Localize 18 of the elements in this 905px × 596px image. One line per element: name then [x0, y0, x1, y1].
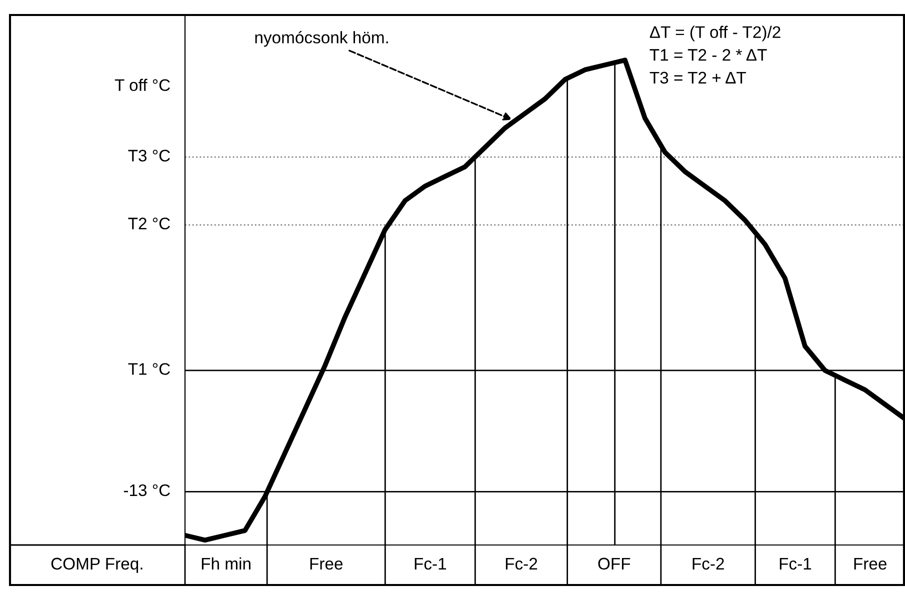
text: Fc-2	[692, 558, 724, 570]
annotation: T1 = T2 - 2 * ΔT	[650, 49, 767, 61]
text: Fc-1	[780, 558, 812, 570]
ref-line-label: T2 °C	[128, 218, 170, 230]
x-axis-title: COMP Freq.	[51, 558, 142, 573]
annotation: T3 = T2 + ΔT	[650, 72, 746, 84]
text: Fc-2	[506, 558, 538, 570]
text: nyomócsonk höm.	[255, 30, 388, 47]
text: Free	[310, 558, 343, 570]
ref-line-label: T3 °C	[128, 150, 170, 162]
ref-line-label: T1 °C	[128, 363, 170, 375]
text: Free	[854, 558, 886, 570]
text: ΔT = (T off - T2)/2	[650, 26, 780, 42]
ref-line-label: -13 °C	[124, 484, 170, 496]
text: OFF	[598, 558, 630, 570]
text: Fh min	[202, 557, 250, 570]
text: T off °C	[114, 78, 170, 92]
text: Fc-1	[414, 558, 446, 570]
